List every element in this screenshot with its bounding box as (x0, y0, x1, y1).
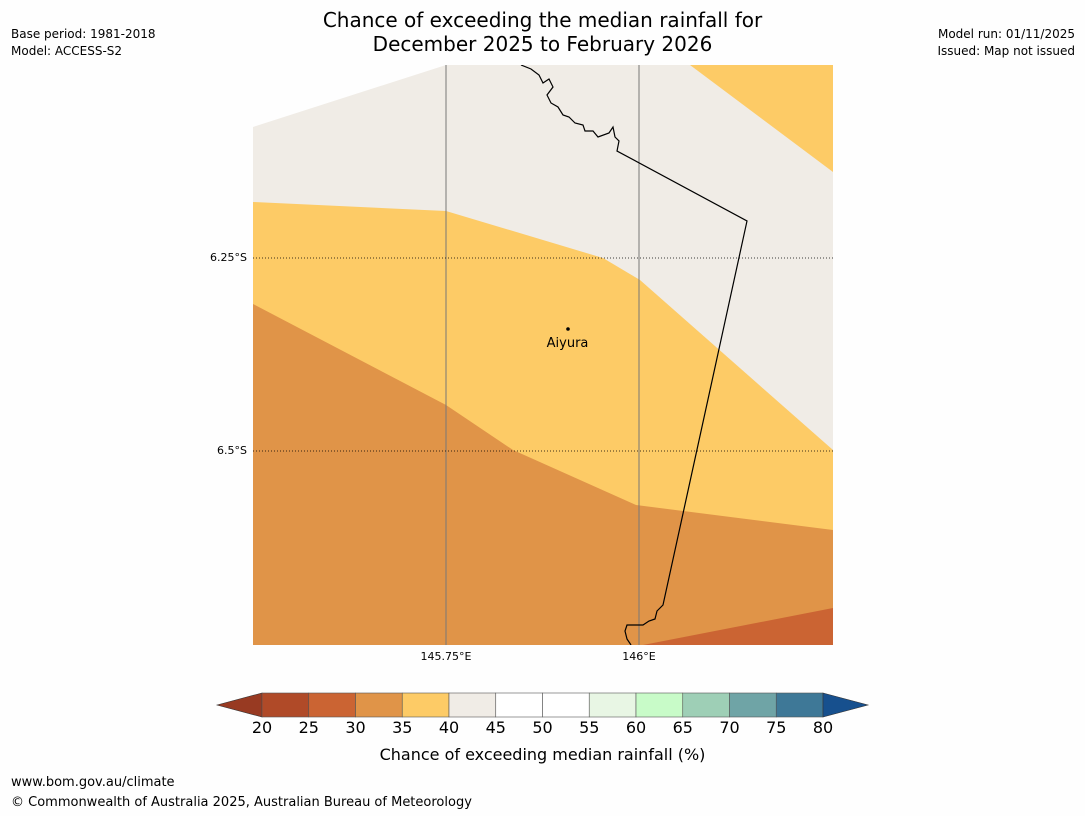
probability-band-25-30 (643, 608, 833, 645)
colorbar-tick-label: 25 (298, 718, 319, 737)
map-title-line2: December 2025 to February 2026 (372, 32, 713, 56)
colorbar-cell (401, 692, 450, 718)
colorbar-cell (729, 692, 777, 718)
colorbar-tick-label: 80 (812, 718, 834, 737)
model-run-label: Model run: 01/11/2025 (937, 27, 1075, 41)
colorbar-tick-label: 70 (719, 718, 740, 737)
model-label: Model: ACCESS-S2 (11, 44, 123, 58)
colorbar-cell (495, 692, 543, 718)
footer-url[interactable]: www.bom.gov.au/climate (11, 775, 175, 790)
place-label: Aiyura (546, 336, 589, 351)
probability-band-35-40-northeast (690, 65, 833, 172)
colorbar-tick-label: 75 (766, 718, 787, 737)
footer-copyright: © Commonwealth of Australia 2025, Austra… (11, 795, 472, 810)
lat-label-6-25: 6.25°S (210, 251, 247, 264)
base-period-label: Base period: 1981-2018 (11, 27, 156, 41)
colorbar-tick-label: 60 (625, 718, 647, 737)
boundary-line (520, 65, 748, 645)
colorbar-tick-label: 55 (579, 718, 600, 737)
colorbar-tick-label: 20 (251, 718, 273, 737)
lon-label-146: 146°E (622, 650, 656, 663)
forecast-map[interactable] (253, 65, 833, 645)
colorbar-title: Chance of exceeding median rainfall (%) (379, 745, 706, 764)
colorbar-cell (261, 692, 310, 718)
colorbar-under-arrow (215, 692, 263, 718)
colorbar-tick-label: 65 (672, 718, 693, 737)
lon-label-145-75: 145.75°E (420, 650, 472, 663)
colorbar-tick-label: 30 (345, 718, 366, 737)
issued-label: Issued: Map not issued (937, 44, 1075, 58)
colorbar-tick-label: 50 (532, 718, 553, 737)
colorbar-cell (308, 692, 356, 718)
colorbar-cell (355, 692, 403, 718)
colorbar-cell (682, 692, 730, 718)
colorbar-cell (448, 692, 497, 718)
probability-band-30-35 (253, 304, 833, 645)
map-title-line1: Chance of exceeding the median rainfall … (322, 8, 763, 32)
colorbar-tick-label: 35 (392, 718, 413, 737)
place-marker[interactable] (566, 327, 570, 331)
colorbar-tick-label: 40 (438, 718, 460, 737)
colorbar-cell (775, 692, 824, 718)
lat-label-6-5: 6.5°S (217, 444, 247, 457)
colorbar-tick-label: 45 (485, 718, 506, 737)
colorbar-over-arrow (822, 692, 870, 718)
colorbar-cell (588, 692, 637, 718)
colorbar-cell (635, 692, 684, 718)
colorbar (215, 692, 870, 718)
colorbar-cell (542, 692, 590, 718)
